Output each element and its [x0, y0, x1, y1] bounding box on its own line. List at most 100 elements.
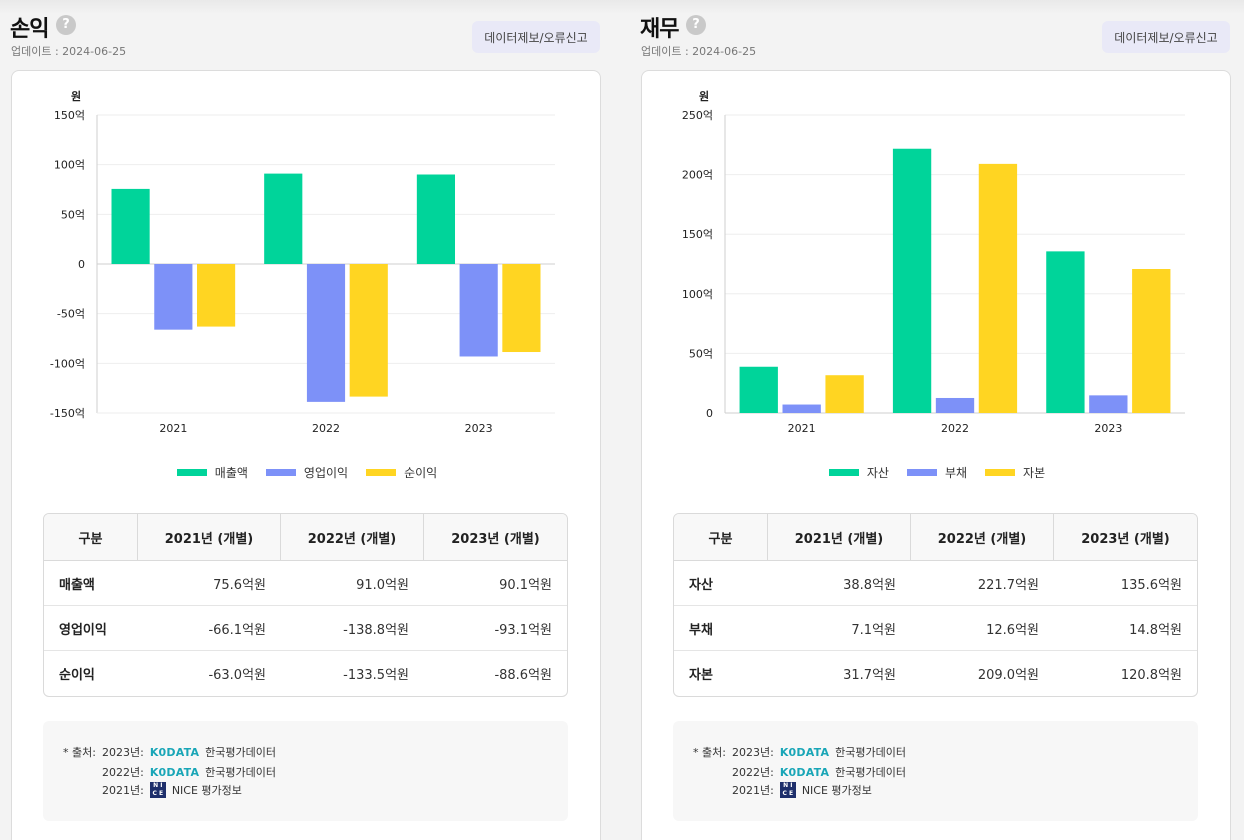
kodata-logo: K0DATA — [149, 745, 200, 759]
table-cell: -88.6억원 — [494, 668, 552, 683]
table-cell: 135.6억원 — [1054, 561, 1197, 606]
legend-label: 매출액 — [214, 466, 248, 480]
source-row: 2023년: K0DATA 한국평가데이터 — [102, 744, 276, 760]
source-row: 2022년: K0DATA 한국평가데이터 — [102, 764, 276, 780]
x-tick-label: 2023 — [465, 422, 493, 435]
bar[interactable] — [154, 264, 193, 330]
legend-label: 순이익 — [404, 466, 438, 480]
update-date: 업데이트 : 2024-06-25 — [641, 45, 757, 58]
table-cell: 221.7억원 — [911, 561, 1054, 606]
bar[interactable] — [416, 174, 456, 264]
y-tick-label: -100억 — [50, 357, 85, 370]
bar[interactable] — [459, 264, 498, 357]
source-box: * 출처: 2023년: K0DATA 한국평가데이터 2022년: K0DAT… — [673, 721, 1198, 821]
table-row: 순이익 -63.0억원 -133.5억원 -88.6억원 — [44, 651, 567, 696]
kodata-logo: K0DATA — [149, 765, 200, 779]
help-icon[interactable]: ? — [686, 15, 706, 35]
source-prefix: * 출처: — [63, 746, 96, 759]
section-title: 손익 — [10, 17, 49, 42]
source-name: 한국평가데이터 — [205, 766, 277, 779]
bar[interactable] — [892, 148, 932, 414]
chart-legend: 매출액 영업이익 순이익 — [12, 464, 602, 481]
source-year: 2023년: — [732, 746, 774, 759]
bar[interactable] — [1132, 269, 1171, 413]
kodata-logo: K0DATA — [779, 765, 830, 779]
y-tick-label: 100억 — [54, 159, 85, 172]
legend-label: 자산 — [866, 466, 889, 480]
financial-section: 재무 ? 업데이트 : 2024-06-25 데이터제보/오류신고 원 250억… — [640, 0, 1232, 840]
x-tick-label: 2021 — [159, 422, 187, 435]
x-tick-label: 2021 — [788, 422, 816, 435]
bar[interactable] — [306, 264, 346, 402]
source-name: NICE 평가정보 — [801, 784, 872, 797]
section-title: 재무 — [640, 17, 679, 42]
legend-item[interactable]: 매출액 — [176, 464, 248, 481]
legend-item[interactable]: 순이익 — [366, 464, 437, 481]
legend-swatch — [906, 469, 937, 476]
bar[interactable] — [1046, 251, 1085, 413]
table-row: 매출액 75.6억원 91.0억원 90.1억원 — [44, 561, 567, 606]
legend-swatch — [265, 469, 296, 476]
bar[interactable] — [349, 264, 388, 397]
bar[interactable] — [825, 375, 864, 413]
source-name: 한국평가데이터 — [835, 766, 907, 779]
financial-chart: 원 250억 200억 150억 100억 50억 0 2021 2022 2023 — [682, 89, 1185, 435]
table-header: 구분 — [44, 514, 138, 561]
table-cell: -138.8억원 — [281, 606, 424, 651]
bar[interactable] — [739, 366, 778, 413]
bar[interactable] — [111, 188, 150, 264]
table-header: 2021년 (개별) — [768, 514, 911, 561]
chart-legend: 자산 부채 자본 — [642, 464, 1232, 481]
legend-swatch — [828, 469, 859, 476]
x-tick-label: 2023 — [1094, 422, 1122, 435]
bar[interactable] — [978, 163, 1018, 413]
source-row: 2022년: K0DATA 한국평가데이터 — [732, 764, 906, 780]
financial-table: 구분 2021년 (개별) 2022년 (개별) 2023년 (개별) 자산 3… — [673, 513, 1198, 697]
y-tick-label: 150억 — [54, 109, 85, 122]
legend-swatch — [366, 469, 397, 476]
bar[interactable] — [502, 264, 541, 353]
legend-swatch — [176, 469, 207, 476]
legend-item[interactable]: 자산 — [828, 464, 889, 481]
bar[interactable] — [1089, 395, 1128, 413]
row-label: 부채 — [674, 606, 768, 651]
help-icon[interactable]: ? — [56, 15, 76, 35]
legend-label: 부채 — [944, 466, 968, 480]
profit-loss-card: 원 150억 100억 50억 0 -50억 -100억 -150억 2021 2022 2023… — [11, 70, 601, 840]
x-tick-label: 2022 — [941, 422, 969, 435]
report-error-button[interactable]: 데이터제보/오류신고 — [472, 21, 600, 53]
table-cell: 7.1억원 — [768, 606, 911, 651]
table-cell: -63.0억원 — [208, 668, 266, 683]
top-shadow — [0, 0, 1244, 14]
report-error-button[interactable]: 데이터제보/오류신고 — [1102, 21, 1230, 53]
table-cell: 14.8억원 — [1054, 606, 1197, 651]
source-year: 2021년: — [732, 784, 774, 797]
bar[interactable] — [264, 173, 303, 264]
row-label: 자산 — [674, 561, 768, 606]
legend-item[interactable]: 부채 — [906, 464, 968, 481]
y-tick-label: 0 — [706, 407, 713, 420]
bar[interactable] — [935, 397, 975, 413]
table-header: 2023년 (개별) — [1054, 514, 1197, 561]
table-header: 구분 — [674, 514, 768, 561]
source-name: NICE 평가정보 — [171, 784, 242, 797]
y-tick-label: 200억 — [682, 169, 713, 182]
legend-label: 자본 — [1023, 466, 1046, 480]
legend-label: 영업이익 — [303, 466, 349, 480]
table-cell: -66.1억원 — [138, 606, 281, 651]
legend-item[interactable]: 자본 — [985, 464, 1045, 481]
y-tick-label: 50억 — [61, 208, 85, 221]
bar[interactable] — [196, 264, 236, 327]
unit-label: 원 — [71, 89, 81, 103]
legend-item[interactable]: 영업이익 — [265, 464, 349, 481]
y-tick-label: -50억 — [57, 308, 85, 321]
y-tick-label: 250억 — [682, 109, 713, 122]
bar[interactable] — [782, 404, 821, 413]
y-tick-label: 100억 — [682, 288, 713, 301]
source-row: 2023년: K0DATA 한국평가데이터 — [732, 744, 906, 760]
table-cell: 209.0억원 — [977, 668, 1039, 683]
